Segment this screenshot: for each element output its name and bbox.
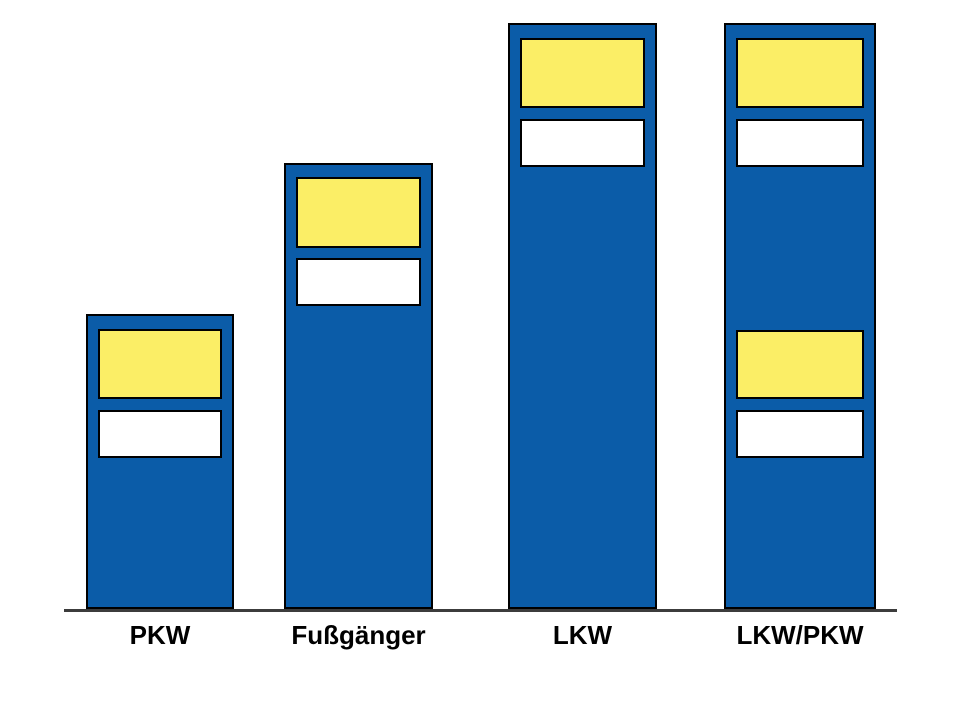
placeholder-box-yellow[interactable] bbox=[520, 38, 645, 108]
bar-lkw-pkw[interactable] bbox=[724, 23, 876, 609]
x-axis-line bbox=[64, 609, 897, 612]
category-label: Fußgänger bbox=[291, 620, 426, 650]
placeholder-box-yellow[interactable] bbox=[736, 330, 864, 399]
placeholder-box-yellow[interactable] bbox=[736, 38, 864, 108]
placeholder-box-white[interactable] bbox=[296, 258, 421, 306]
category-label: LKW bbox=[552, 620, 613, 650]
placeholder-box-white[interactable] bbox=[98, 410, 222, 458]
placeholder-box-white[interactable] bbox=[520, 119, 645, 167]
category-label: LKW/PKW bbox=[736, 620, 864, 650]
category-label: PKW bbox=[129, 620, 191, 650]
placeholder-box-yellow[interactable] bbox=[296, 177, 421, 248]
bar-lkw[interactable] bbox=[508, 23, 657, 609]
placeholder-box-yellow[interactable] bbox=[98, 329, 222, 399]
placeholder-box-white[interactable] bbox=[736, 410, 864, 458]
placeholder-box-white[interactable] bbox=[736, 119, 864, 167]
